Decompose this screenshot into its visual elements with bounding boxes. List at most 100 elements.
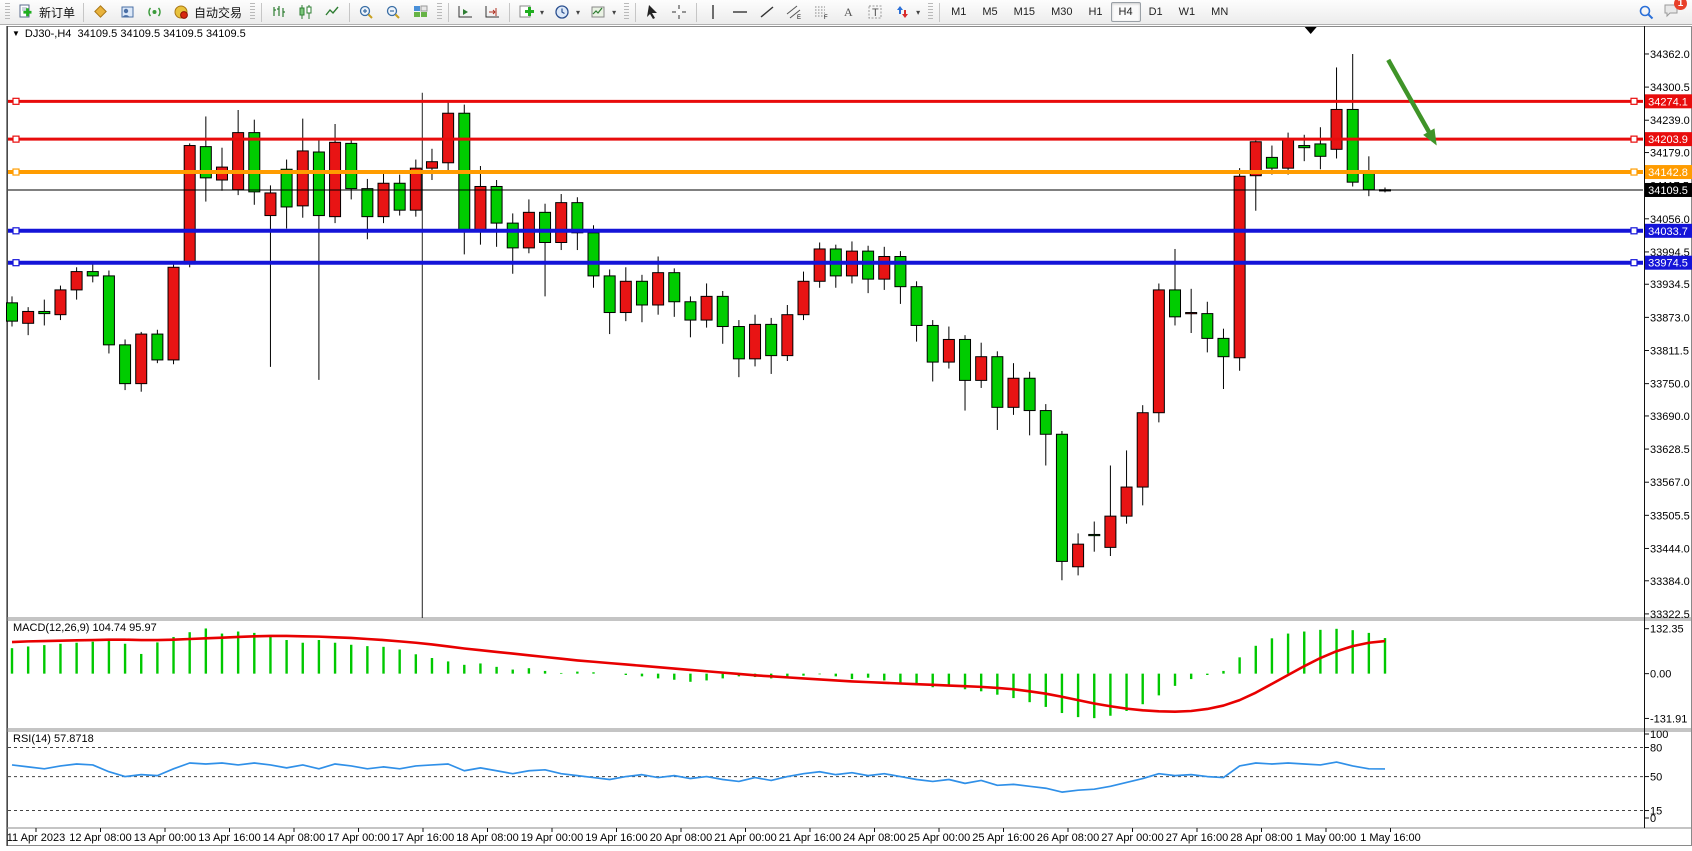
y-axis-label: 33811.5 [1650,346,1689,358]
timeframe-button-H1[interactable]: H1 [1088,6,1103,18]
price-badge-34142.8: 34142.8 [1645,165,1692,180]
toolbar-grip[interactable] [928,3,934,21]
zoom-out-button[interactable] [380,0,407,25]
notifications-button[interactable]: 1 [1663,0,1687,23]
timeframe-button-W1[interactable]: W1 [1178,6,1196,18]
timeframe-button-M5[interactable]: M5 [982,6,998,18]
y-axis-label: 33444.0 [1650,543,1690,555]
equidistant-channel-button[interactable]: E [781,0,808,25]
text-label-button[interactable]: T [862,0,889,25]
timeframe-button-M15[interactable]: M15 [1013,6,1036,18]
market-watch-button[interactable] [87,0,114,25]
line-chart-icon [325,6,339,16]
market-watch-icon [94,5,107,18]
text-label-icon: T [868,5,882,19]
arrows-caret: ▾ [916,7,921,17]
periods-icon [555,5,569,19]
arrows-button[interactable]: ▾ [889,0,925,25]
notification-badge: 1 [1674,0,1687,10]
y-axis-label: 33873.0 [1650,312,1690,324]
bar-chart-button[interactable] [265,0,292,25]
periods-button[interactable]: ▾ [549,0,585,25]
zoom-in-button[interactable] [353,0,380,25]
x-axis-label: 14 Apr 08:00 [263,832,325,844]
autotrading-button[interactable]: 自动交易 [168,0,247,25]
time-axis[interactable]: 11 Apr 2023 12 Apr 08:00 13 Apr 00:00 13 Ap… [7,828,1421,844]
x-axis-label: 28 Apr 08:00 [1230,832,1292,844]
svg-text:34033.7: 34033.7 [1648,226,1688,238]
macd-axis-label: -131.91 [1650,713,1687,725]
line-chart-button[interactable] [319,0,346,25]
x-axis-label: 12 Apr 08:00 [69,832,131,844]
tile-windows-button[interactable] [407,0,434,25]
price-line-34142.8[interactable] [8,168,1643,176]
candlestick-chart-button[interactable] [292,0,319,25]
new-order-button[interactable]: 新订单 [13,0,80,25]
y-axis-label: 34362.0 [1650,49,1690,61]
signals-button[interactable] [141,0,168,25]
price-line-34203.9[interactable] [8,135,1643,143]
timeframe-button-H4[interactable]: H4 [1110,2,1141,22]
one-click-trading-toggle[interactable]: ▼ [12,29,20,38]
price-line-34033.7[interactable] [8,227,1643,235]
x-axis-label: 27 Apr 16:00 [1166,832,1228,844]
horizontal-line-button[interactable] [727,0,754,25]
text-button[interactable]: A [835,0,862,25]
auto-scroll-button[interactable] [452,0,479,25]
timeframe-bar: M1 M5 M15 M30 H1 H4 D1 W1 MN [943,2,1236,22]
y-axis-label: 33505.5 [1650,510,1690,522]
fibonacci-button[interactable]: F [808,0,835,25]
timeframe-button-M1[interactable]: M1 [951,6,967,18]
x-axis-label: 11 Apr 2023 [7,832,66,844]
trendline-button[interactable] [754,0,781,25]
crosshair-icon [672,5,687,19]
cursor-button[interactable] [639,0,666,25]
search-icon[interactable] [1638,4,1655,20]
chart-title: ▼ DJ30-,H4 34109.5 34109.5 34109.5 34109.… [12,28,246,40]
price-line-34274.1[interactable] [8,97,1643,105]
x-axis-label: 27 Apr 00:00 [1101,832,1163,844]
zoom-out-icon [386,5,400,19]
fibonacci-icon: F [815,6,828,20]
x-axis-label: 17 Apr 16:00 [392,832,454,844]
macd-indicator-label: MACD(12,26,9) 104.74 95.97 [13,622,157,634]
toolbar-grip[interactable] [250,3,256,21]
macd-axis-label: 132.35 [1650,624,1684,636]
svg-text:34274.1: 34274.1 [1648,96,1688,108]
autotrading-label: 自动交易 [194,5,243,20]
price-lines [8,97,1643,267]
rsi-axis-label: 15 [1650,806,1662,818]
x-axis-label: 21 Apr 00:00 [714,832,776,844]
timeframe-button-D1[interactable]: D1 [1148,6,1163,18]
price-badge-34203.9: 34203.9 [1645,132,1692,147]
indicators-button[interactable]: ▾ [513,0,549,25]
templates-button[interactable]: ▾ [585,0,621,25]
trend-arrow[interactable] [1386,58,1437,146]
data-window-button[interactable] [114,0,141,25]
price-badge-33974.5: 33974.5 [1645,255,1692,270]
y-axis-label: 33322.5 [1650,609,1690,621]
chart-shift-button[interactable] [479,0,506,25]
indicators-icon [519,5,535,18]
crosshair-button[interactable] [666,0,693,25]
text-icon: A [844,5,853,19]
bar-chart-icon [273,6,286,17]
timeframe-button-MN[interactable]: MN [1211,6,1229,18]
timeframe-button-M30[interactable]: M30 [1051,6,1073,18]
svg-text:34109.5: 34109.5 [1648,185,1688,197]
chart-window-frame [6,26,1692,846]
price-line-33974.5[interactable] [8,259,1643,267]
equidistant-channel-icon: E [786,5,801,20]
signals-icon [148,7,161,17]
y-axis-label: 33994.5 [1650,247,1690,259]
toolbar-grip[interactable] [624,3,630,21]
vertical-line-button[interactable] [700,0,727,25]
chart-shift-marker[interactable] [1304,27,1317,34]
y-axis-label: 34239.0 [1650,115,1690,127]
x-axis-label: 19 Apr 00:00 [521,832,583,844]
toolbar-grip[interactable] [5,3,10,21]
toolbar-grip[interactable] [437,3,443,21]
y-axis-label: 33628.5 [1650,444,1690,456]
rsi-axis-label: 100 [1650,729,1668,741]
